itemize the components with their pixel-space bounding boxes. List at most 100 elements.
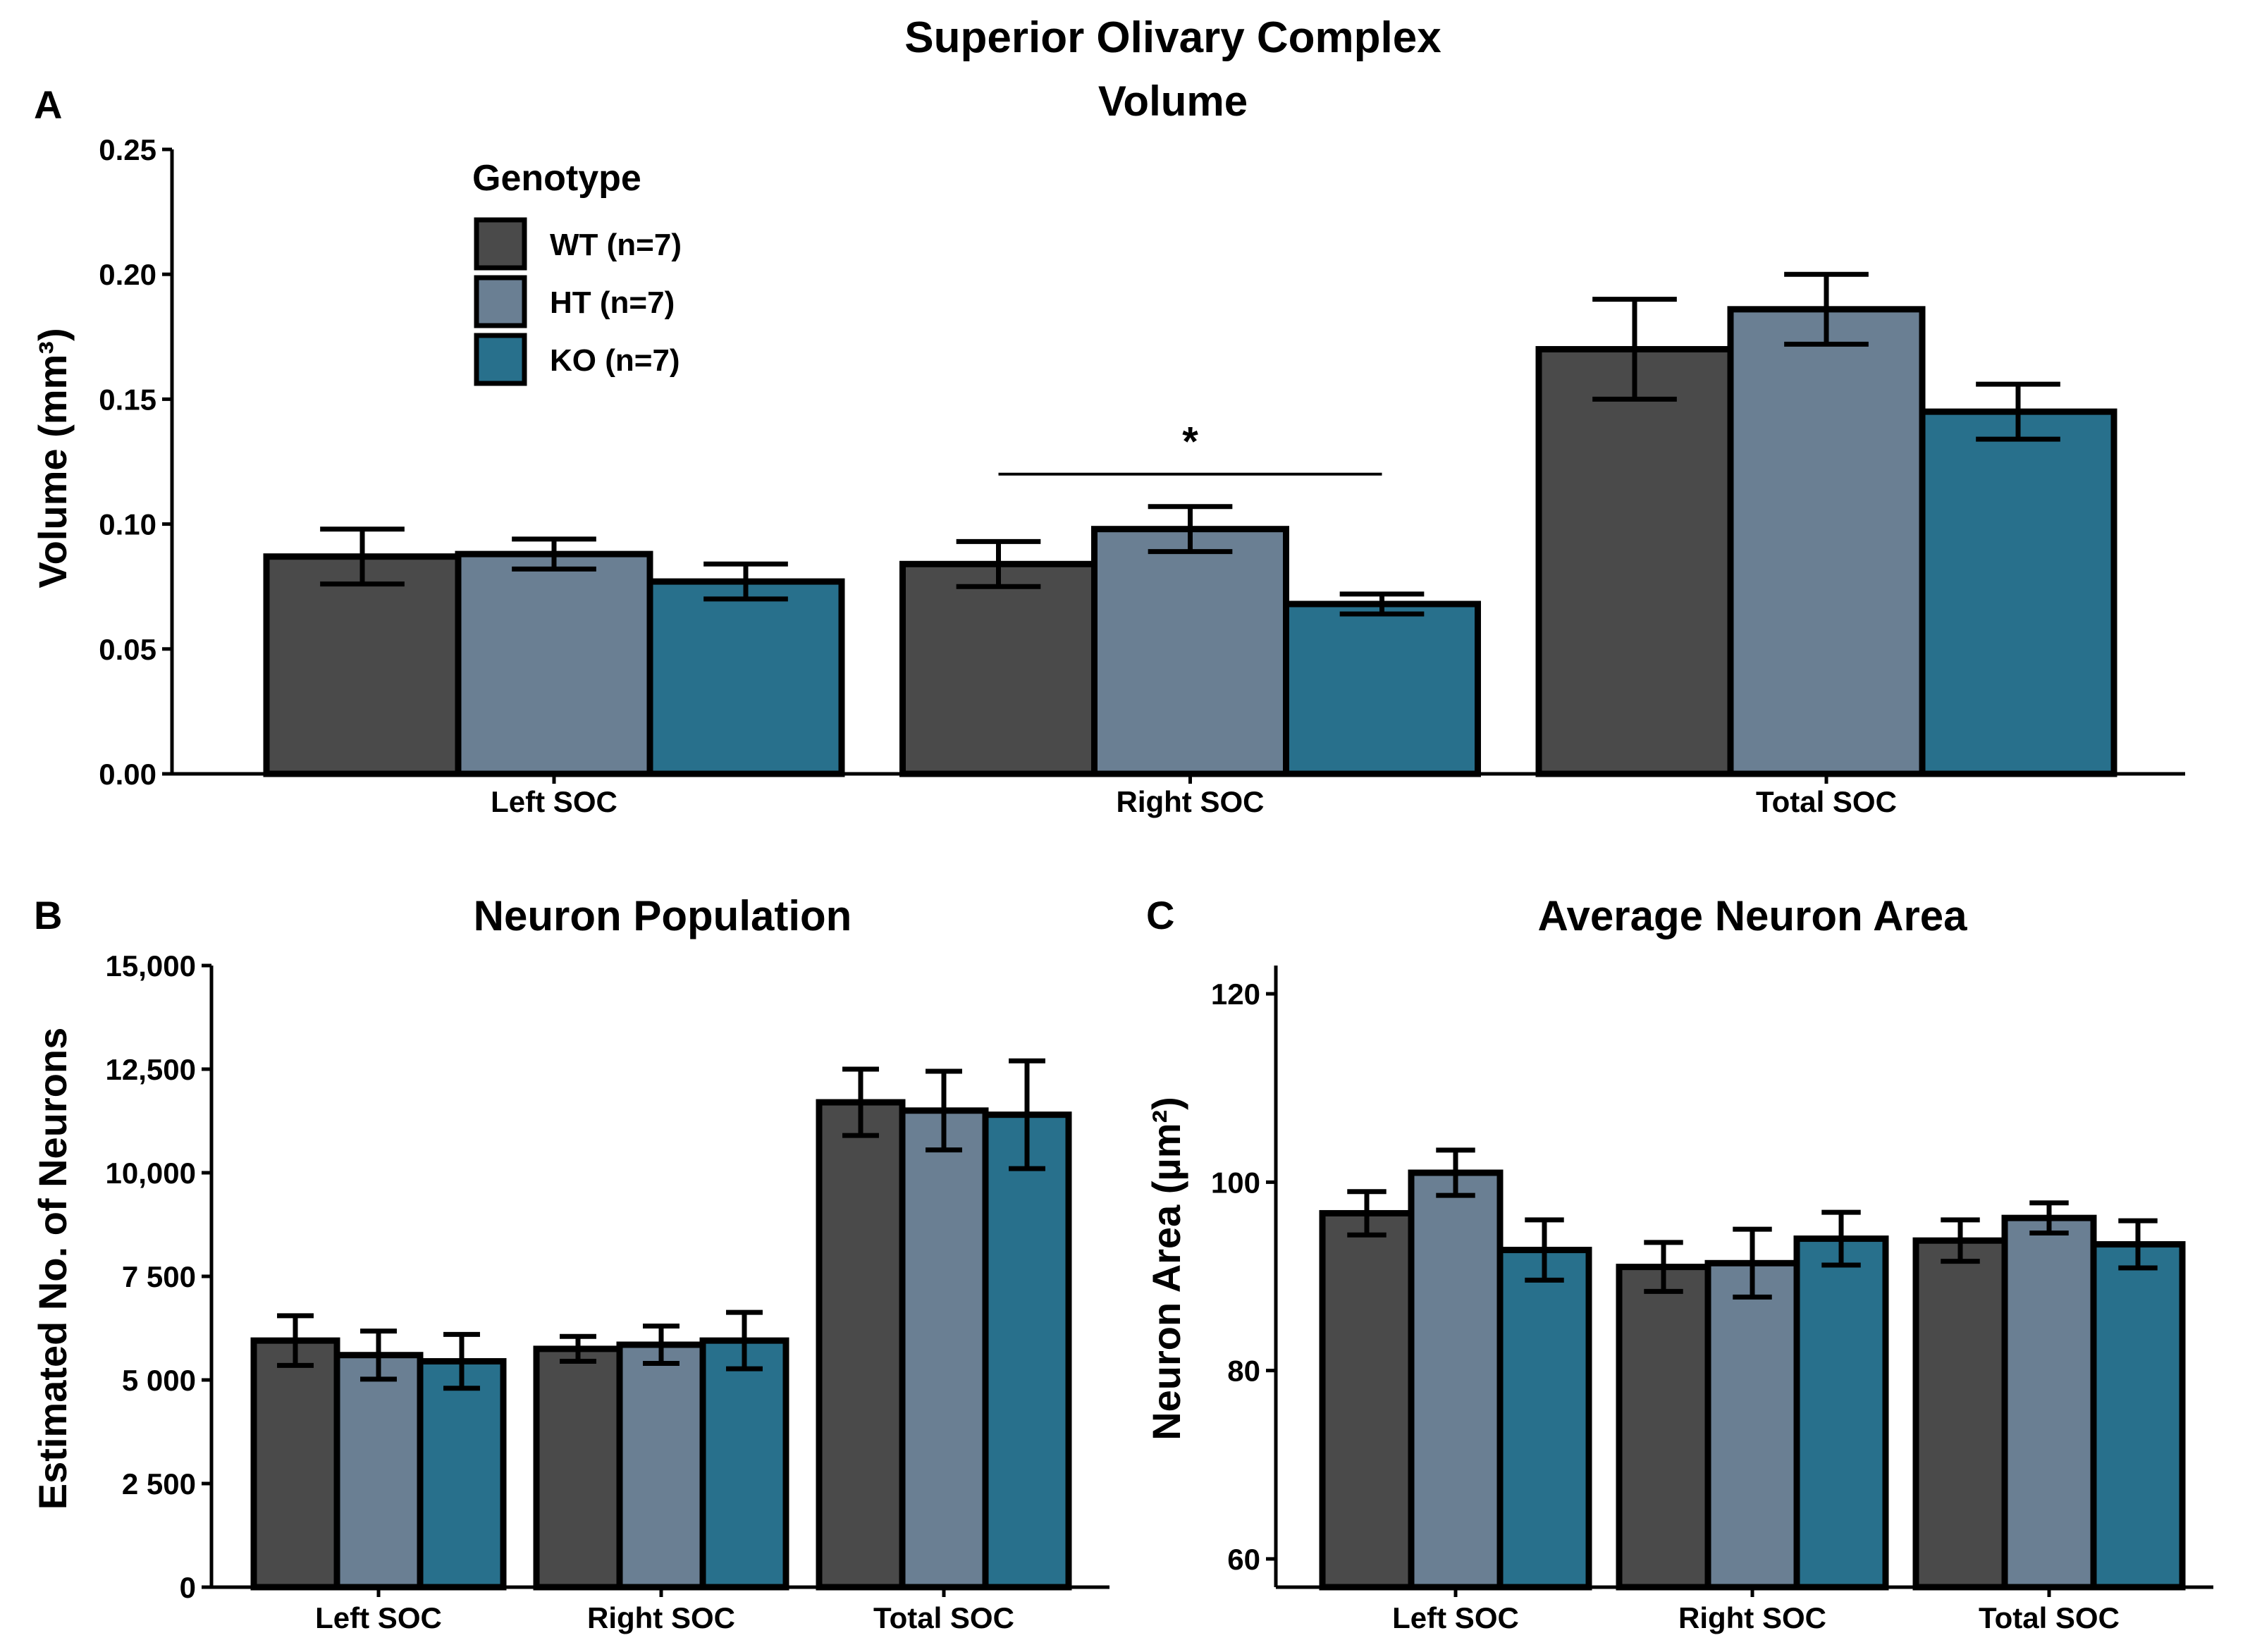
panel-b-title: Neuron Population — [474, 892, 852, 939]
panel-b-y-tick-label: 5 000 — [122, 1364, 196, 1397]
panel-b-letter: B — [34, 893, 62, 937]
panel-b-bar-wt — [816, 1099, 906, 1591]
panel-a-bar-ht — [1091, 526, 1289, 777]
panel-a: A Volume Volume (mm³) 0.000.050.100.150.… — [30, 78, 2185, 818]
panel-b-error-bar-wt — [277, 1313, 314, 1368]
panel-a-y-axis-title: Volume (mm³) — [30, 328, 75, 588]
panel-b-error-bar-ht — [360, 1329, 397, 1382]
panel-b-y-tick-label: 0 — [180, 1571, 196, 1604]
panel-a-y-tick-label: 0.20 — [99, 258, 156, 291]
panel-c-error-bar-ko — [1821, 1209, 1861, 1268]
legend-label-ht: HT (n=7) — [550, 285, 675, 320]
legend-label-ko: KO (n=7) — [550, 343, 680, 378]
panel-b-category-label: Right SOC — [587, 1601, 735, 1634]
panel-b-y-tick-label: 10,000 — [106, 1157, 196, 1190]
panel-b-error-bar-wt — [842, 1066, 879, 1138]
panel-c-category-label: Left SOC — [1392, 1601, 1519, 1634]
panel-b-error-bar-ko — [1009, 1058, 1045, 1171]
panel-b-y-tick-label: 15,000 — [106, 949, 196, 982]
panel-a-error-bar-ht — [1148, 504, 1233, 555]
panel-b-bar-ko — [982, 1111, 1072, 1591]
panel-b-bar-wt — [250, 1337, 340, 1591]
legend-title: Genotype — [472, 158, 641, 199]
panel-a-bar-ko — [646, 578, 845, 777]
panel-a-y-tick-label: 0.10 — [99, 508, 156, 541]
panel-c-error-bar-ht — [2029, 1200, 2069, 1236]
panel-c-category-label: Right SOC — [1678, 1601, 1826, 1634]
legend-item-wt: WT (n=7) — [474, 217, 682, 271]
panel-a-category-label: Left SOC — [491, 785, 617, 818]
panel-a-y-tick-label: 0.00 — [99, 758, 156, 791]
panel-b: B Neuron Population Estimated No. of Neu… — [30, 892, 1109, 1634]
panel-a-bar-ht — [455, 550, 653, 777]
legend-label-wt: WT (n=7) — [550, 228, 682, 262]
panel-c-error-bar-wt — [1941, 1217, 1980, 1264]
panel-c-bar-ht — [2001, 1214, 2097, 1591]
panel-c-error-bar-ht — [1436, 1147, 1475, 1198]
panel-b-plot: 0 2 500 5 000 7 500 10,000 12,500 15,000 Left S… — [106, 949, 1109, 1634]
legend: Genotype WT (n=7) HT (n=7) KO (n=7) — [472, 158, 682, 386]
panel-a-error-bar-ko — [1976, 381, 2060, 442]
panel-b-error-bar-wt — [560, 1333, 596, 1364]
panel-c-bar-wt — [1912, 1237, 2008, 1591]
panel-b-error-bar-ht — [926, 1068, 962, 1153]
panel-c-y-tick-label: 60 — [1227, 1543, 1260, 1576]
panel-a-category-label: Total SOC — [1756, 785, 1897, 818]
panel-a-error-bar-ko — [1339, 591, 1425, 617]
panel-a-y-tick-label: 0.25 — [99, 133, 156, 166]
panel-a-bar-wt — [1535, 346, 1734, 777]
panel-c-bar-ko — [2090, 1241, 2186, 1591]
panel-a-letter: A — [34, 82, 62, 127]
panel-c: C Average Neuron Area Neuron Area (µm²) … — [1144, 892, 2213, 1634]
panel-a-plot: 0.00 0.05 0.10 0.15 0.20 0.25 Left SOC Right SO… — [99, 133, 2185, 818]
panel-b-bar-ht — [333, 1352, 424, 1591]
panel-b-bar-ko — [417, 1358, 507, 1591]
panel-a-error-bar-wt — [956, 538, 1041, 589]
panel-c-y-axis-title: Neuron Area (µm²) — [1144, 1097, 1188, 1441]
panel-c-category-label: Total SOC — [1979, 1601, 2120, 1634]
panel-b-error-bar-ko — [726, 1309, 763, 1371]
panel-c-error-bar-wt — [1347, 1189, 1387, 1238]
panel-c-bar-wt — [1616, 1264, 1711, 1591]
panel-c-letter: C — [1146, 893, 1174, 937]
panel-b-error-bar-ht — [643, 1324, 680, 1366]
panel-c-bar-wt — [1319, 1209, 1415, 1591]
panel-b-error-bar-ko — [443, 1331, 480, 1391]
panel-a-error-bar-wt — [320, 526, 405, 587]
panel-b-y-axis-title: Estimated No. of Neurons — [30, 1028, 75, 1510]
panel-a-error-bar-ht — [1784, 271, 1869, 347]
panel-c-title: Average Neuron Area — [1537, 892, 1967, 939]
panel-b-category-label: Total SOC — [873, 1601, 1014, 1634]
panel-c-bar-ht — [1704, 1259, 1800, 1591]
panel-a-y-tick-label: 0.05 — [99, 633, 156, 666]
panel-a-bar-ht — [1727, 306, 1926, 777]
legend-swatch-wt — [474, 217, 527, 271]
panel-c-error-bar-ko — [2118, 1218, 2158, 1271]
figure-title: Superior Olivary Complex — [904, 13, 1441, 62]
panel-a-y-tick-label: 0.15 — [99, 383, 156, 416]
panel-c-y-tick-label: 100 — [1211, 1166, 1260, 1199]
panel-b-y-tick-label: 12,500 — [106, 1053, 196, 1086]
panel-c-bar-ko — [1793, 1235, 1889, 1591]
panel-a-significance-marker: * — [1182, 419, 1198, 465]
panel-b-bar-wt — [533, 1345, 623, 1591]
panel-a-bar-wt — [899, 560, 1098, 777]
legend-swatch-ko — [474, 333, 527, 386]
panel-c-y-tick-label: 120 — [1211, 978, 1260, 1011]
panel-a-bar-ko — [1919, 408, 2117, 777]
panel-b-y-tick-label: 7 500 — [122, 1260, 196, 1293]
panel-c-bar-ko — [1496, 1247, 1592, 1591]
panel-a-error-bar-wt — [1592, 297, 1677, 402]
panel-a-error-bar-ht — [512, 536, 596, 572]
panel-a-bar-ko — [1283, 600, 1481, 777]
panel-b-bar-ko — [699, 1337, 789, 1591]
panel-b-bar-ht — [899, 1107, 989, 1591]
legend-swatch-ht — [474, 275, 527, 328]
panel-c-plot: 60 80 100 120 Left SOC Right SOC Total SOC — [1211, 966, 2213, 1634]
panel-b-category-label: Left SOC — [315, 1601, 442, 1634]
panel-a-category-label: Right SOC — [1117, 785, 1265, 818]
panel-c-error-bar-ko — [1525, 1217, 1564, 1283]
legend-item-ht: HT (n=7) — [474, 275, 675, 328]
panel-c-bar-ht — [1408, 1169, 1504, 1591]
